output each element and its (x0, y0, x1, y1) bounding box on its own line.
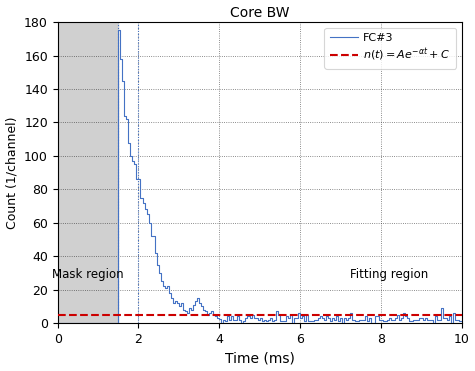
FC#3 (227, 318, 232, 322)
FC#3 (57, 321, 63, 325)
$n(t)=Ae^{-\alpha t}+C$ (332, 313, 338, 317)
Line: FC#3: FC#3 (57, 30, 462, 323)
FC#3 (204, 313, 210, 317)
$n(t)=Ae^{-\alpha t}+C$ (377, 313, 383, 317)
X-axis label: Time (ms): Time (ms) (225, 351, 294, 365)
Y-axis label: Count (1/channel): Count (1/channel) (6, 116, 19, 229)
$n(t)=Ae^{-\alpha t}+C$ (96, 313, 102, 317)
Text: Fitting region: Fitting region (350, 268, 428, 281)
Title: Core BW: Core BW (230, 6, 289, 20)
$n(t)=Ae^{-\alpha t}+C$ (233, 313, 238, 317)
FC#3 (427, 318, 432, 322)
Bar (57, 22, 118, 323)
FC#3 (55, 321, 60, 325)
$n(t)=Ae^{-\alpha t}+C$ (55, 313, 60, 317)
FC#3 (91, 321, 97, 325)
Text: Mask region: Mask region (52, 268, 124, 281)
$n(t)=Ae^{-\alpha t}+C$ (370, 313, 375, 317)
$n(t)=Ae^{-\alpha t}+C$ (459, 313, 465, 317)
FC#3 (459, 319, 465, 324)
FC#3 (275, 313, 281, 317)
$n(t)=Ae^{-\alpha t}+C$ (218, 313, 224, 317)
Legend: FC#3, $n(t)=Ae^{-\alpha t}+C$: FC#3, $n(t)=Ae^{-\alpha t}+C$ (324, 28, 456, 69)
FC#3 (115, 28, 121, 33)
